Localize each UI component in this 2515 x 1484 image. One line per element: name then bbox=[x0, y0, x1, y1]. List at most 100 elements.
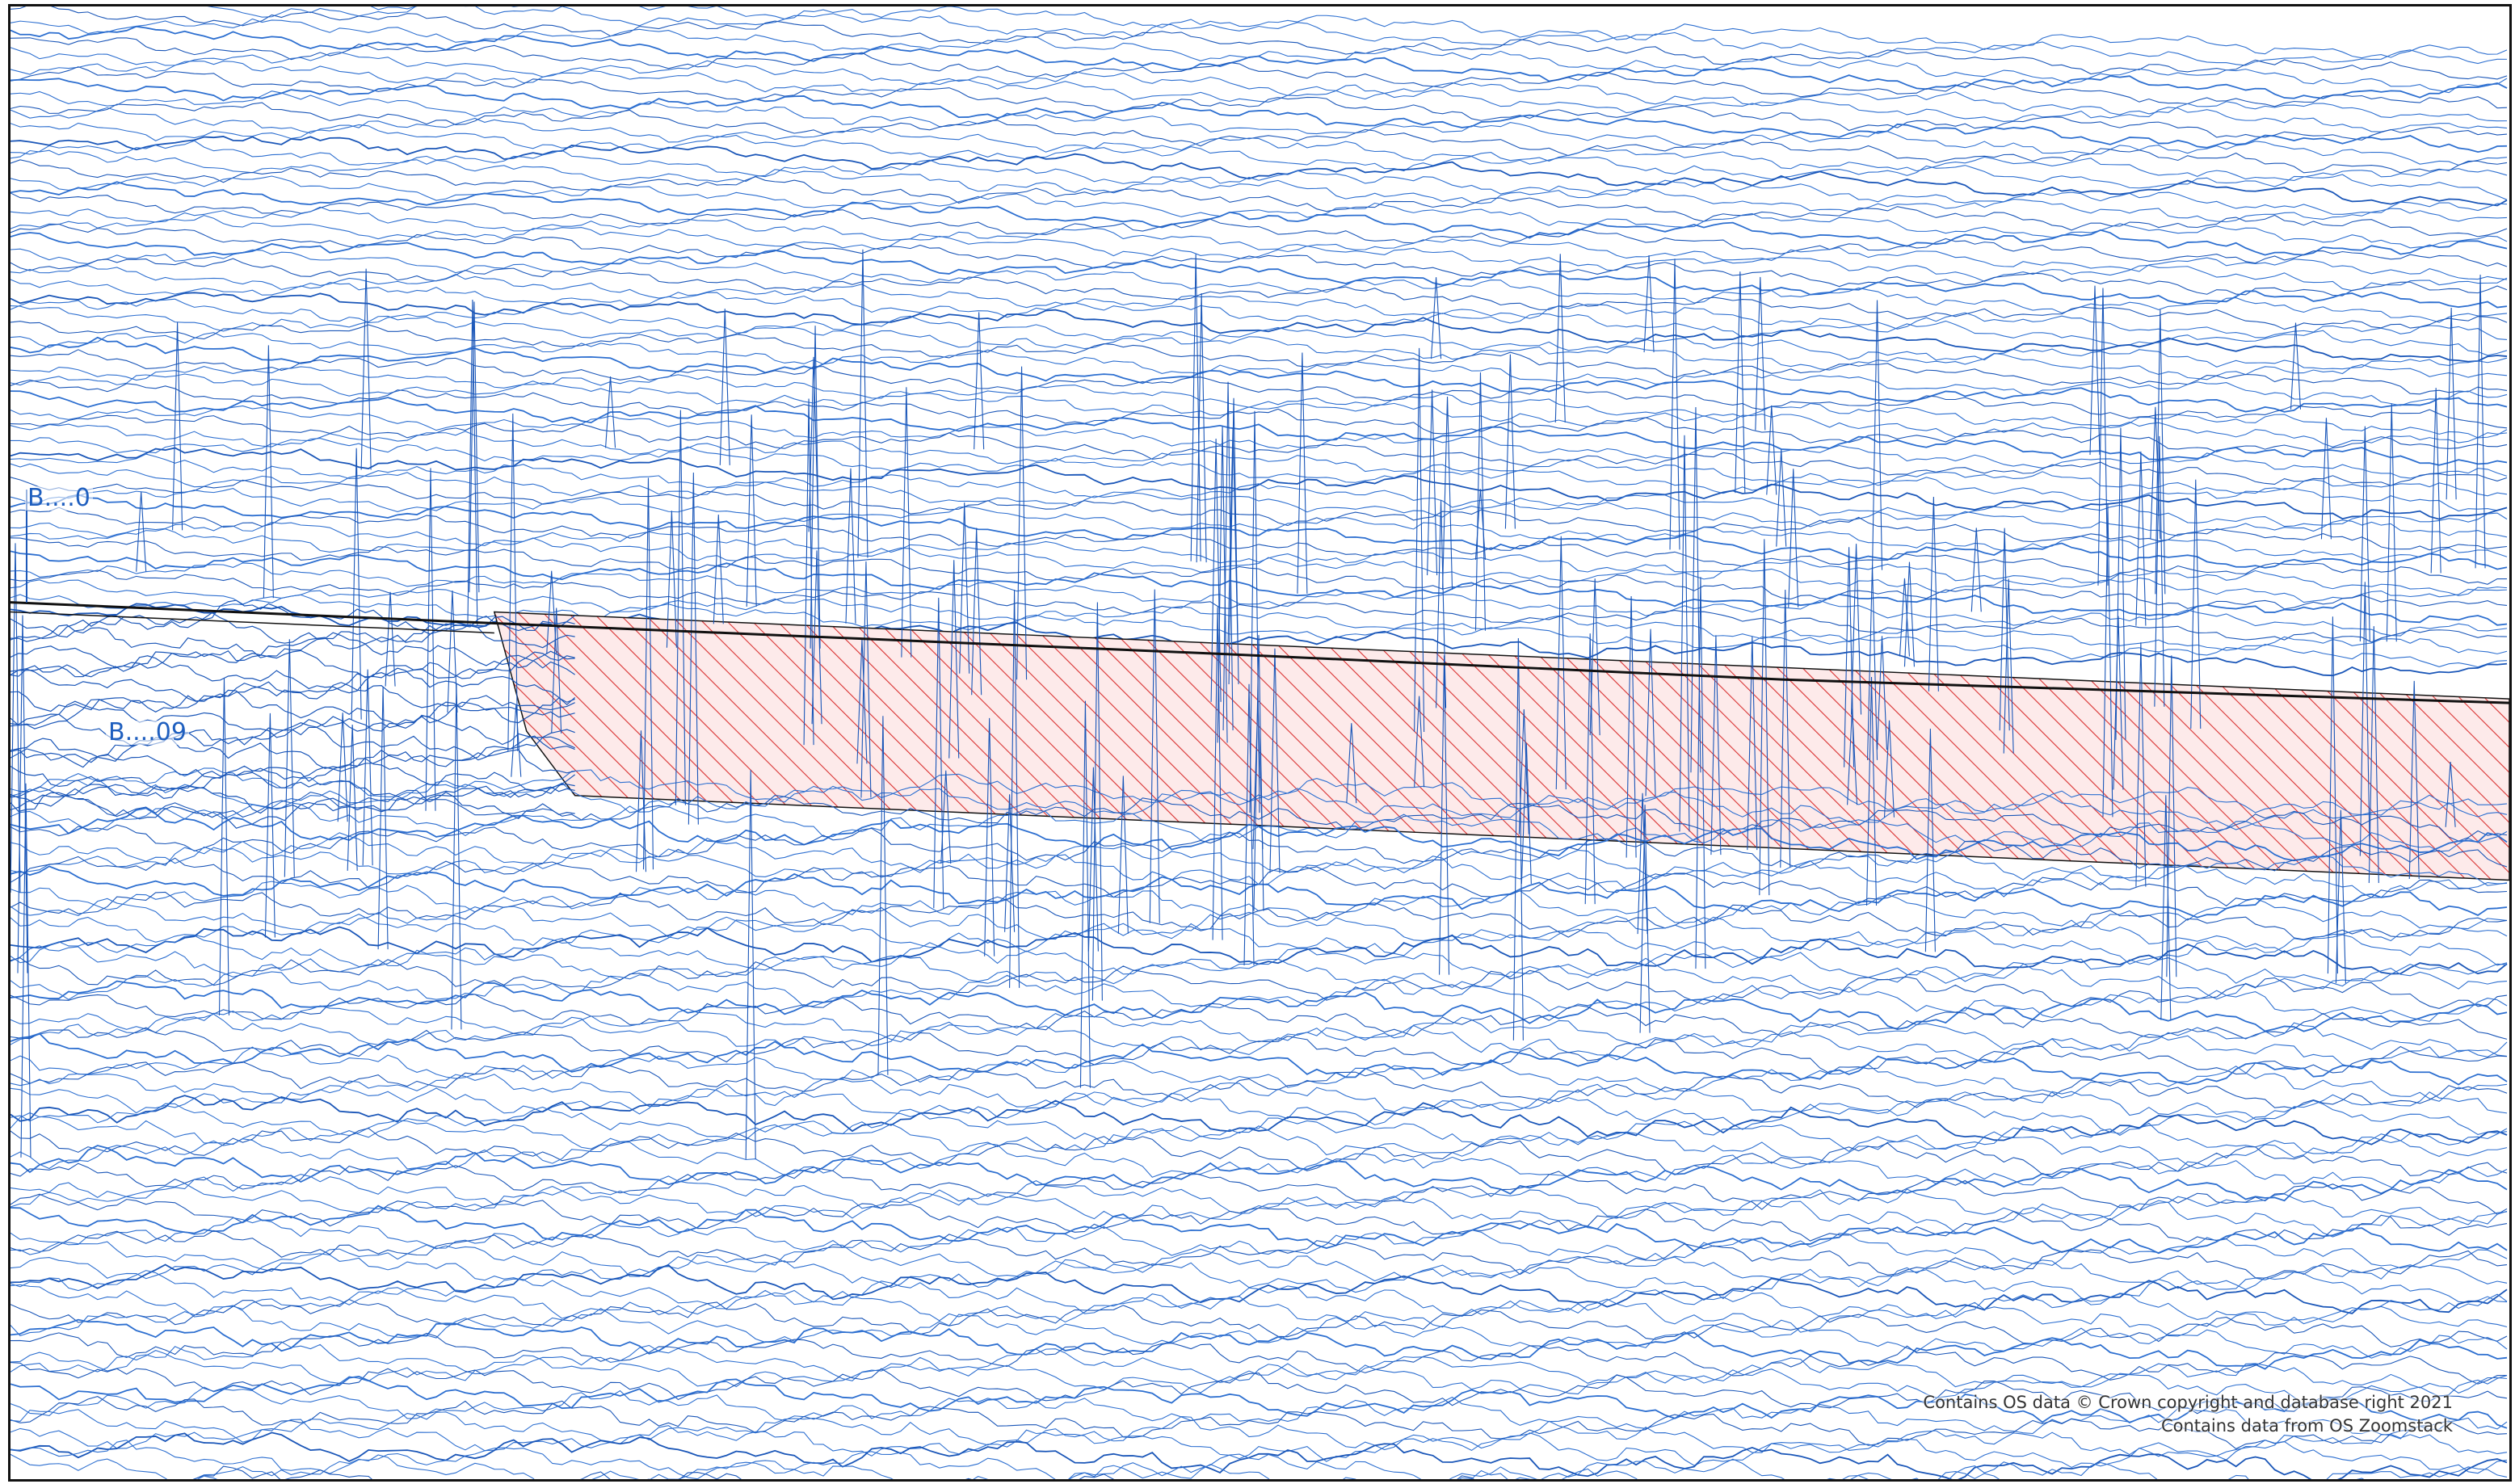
contour-line bbox=[11, 913, 2508, 966]
contour-spike bbox=[2446, 307, 2457, 500]
contour-spike bbox=[1504, 354, 1516, 529]
contour-spike bbox=[1865, 677, 1878, 906]
contour-spike bbox=[136, 491, 147, 572]
contour-line bbox=[11, 1032, 2508, 1086]
contour-spike bbox=[1427, 389, 1438, 576]
contour-elevation-label-upper: B....0 bbox=[25, 486, 93, 511]
contour-line bbox=[11, 1027, 2508, 1075]
contour-spike bbox=[377, 686, 389, 950]
contour-line bbox=[11, 232, 2508, 309]
contour-spikes bbox=[11, 249, 2486, 1159]
contour-spike bbox=[2359, 426, 2370, 641]
contour-spike bbox=[1766, 405, 1777, 495]
contour-line bbox=[11, 994, 2508, 1040]
contour-line bbox=[11, 824, 2508, 872]
contour-line bbox=[11, 1005, 2508, 1057]
contour-spike bbox=[1016, 366, 1028, 680]
contour-line bbox=[11, 735, 575, 769]
contour-line bbox=[11, 612, 576, 644]
contour-line bbox=[11, 279, 2508, 356]
contour-spike bbox=[1669, 259, 1680, 550]
contour-spike bbox=[1009, 589, 1020, 988]
contour-spike bbox=[845, 468, 856, 624]
contour-line bbox=[11, 1396, 2508, 1450]
contour-spike bbox=[507, 413, 519, 751]
contour-spike bbox=[1928, 496, 1939, 692]
contour-line bbox=[11, 25, 2508, 99]
contour-line bbox=[11, 1332, 2508, 1385]
contour-spike bbox=[675, 410, 686, 805]
contour-line bbox=[11, 379, 2508, 452]
contour-spike bbox=[1847, 708, 1858, 805]
contour-line bbox=[11, 682, 575, 713]
contour-spike bbox=[284, 639, 295, 877]
contour-line bbox=[11, 292, 2508, 363]
contour-line bbox=[11, 122, 2508, 200]
contour-spike bbox=[1190, 254, 1201, 561]
contour-spike bbox=[172, 322, 183, 531]
contour-line bbox=[11, 579, 2508, 654]
contour-spike bbox=[948, 560, 960, 759]
contour-line bbox=[11, 206, 2508, 280]
contour-spike bbox=[666, 511, 677, 648]
contour-line bbox=[11, 980, 2508, 1032]
contour-line bbox=[11, 971, 2508, 1022]
contour-line bbox=[11, 1128, 2508, 1176]
contour-line bbox=[11, 1183, 2508, 1238]
contour-map-canvas[interactable] bbox=[11, 6, 2509, 1479]
contour-spike bbox=[1710, 635, 1722, 856]
contour-spike bbox=[1584, 633, 1596, 905]
contour-line bbox=[11, 898, 2508, 953]
contour-line bbox=[11, 1270, 2508, 1322]
contour-line bbox=[11, 624, 575, 658]
contour-line bbox=[11, 437, 2508, 512]
contour-spike bbox=[347, 724, 358, 871]
contour-line bbox=[11, 1350, 2508, 1406]
map-attribution: Contains OS data © Crown copyright and d… bbox=[1923, 1391, 2453, 1437]
contour-line bbox=[11, 1409, 2508, 1461]
contour-line bbox=[11, 726, 575, 762]
contour-line bbox=[11, 1253, 2508, 1303]
contour-line bbox=[11, 1284, 2508, 1337]
contour-spike bbox=[1117, 776, 1129, 934]
contour-spike bbox=[2190, 479, 2202, 729]
contour-line bbox=[11, 767, 2508, 816]
contour-spike bbox=[2166, 655, 2177, 977]
contour-spike bbox=[808, 356, 819, 532]
contour-spike bbox=[901, 387, 912, 658]
contour-spike bbox=[351, 448, 362, 720]
contour-line bbox=[11, 594, 2508, 668]
contour-spike bbox=[551, 607, 562, 734]
contour-spike bbox=[1414, 696, 1425, 788]
contour-spike bbox=[1625, 596, 1637, 858]
contour-line bbox=[11, 832, 2508, 886]
contour-spike bbox=[425, 468, 436, 811]
contour-elevation-label-lower: B....09 bbox=[106, 721, 189, 745]
contour-spike bbox=[1637, 792, 1648, 935]
contour-spike bbox=[984, 717, 995, 956]
contour-line bbox=[11, 1217, 2508, 1269]
contour-spike bbox=[11, 543, 21, 893]
contour-spike bbox=[511, 704, 522, 777]
contour-line bbox=[11, 175, 2508, 249]
contour-line bbox=[11, 305, 2508, 380]
contour-line bbox=[11, 373, 2508, 448]
contour-line bbox=[11, 570, 2508, 643]
contour-spike bbox=[1639, 805, 1651, 1033]
map-viewport[interactable]: B....0 B....09 Contains OS data © Crown … bbox=[8, 4, 2512, 1482]
contour-line bbox=[11, 1095, 2508, 1146]
contour-line bbox=[11, 807, 2508, 862]
contour-spike bbox=[1999, 528, 2010, 731]
contour-spike bbox=[2135, 642, 2147, 887]
contour-spike bbox=[971, 528, 982, 696]
contour-spike bbox=[1004, 794, 1016, 932]
contour-line bbox=[11, 1230, 2508, 1279]
contour-line bbox=[11, 1204, 2508, 1255]
attribution-line-1: Contains OS data © Crown copyright and d… bbox=[1923, 1393, 2453, 1413]
contour-line bbox=[11, 654, 575, 694]
contour-spike bbox=[385, 591, 396, 687]
contour-spike bbox=[860, 561, 872, 798]
contour-spike bbox=[2290, 322, 2302, 410]
contour-spike bbox=[713, 514, 724, 624]
contour-line bbox=[11, 107, 2508, 181]
